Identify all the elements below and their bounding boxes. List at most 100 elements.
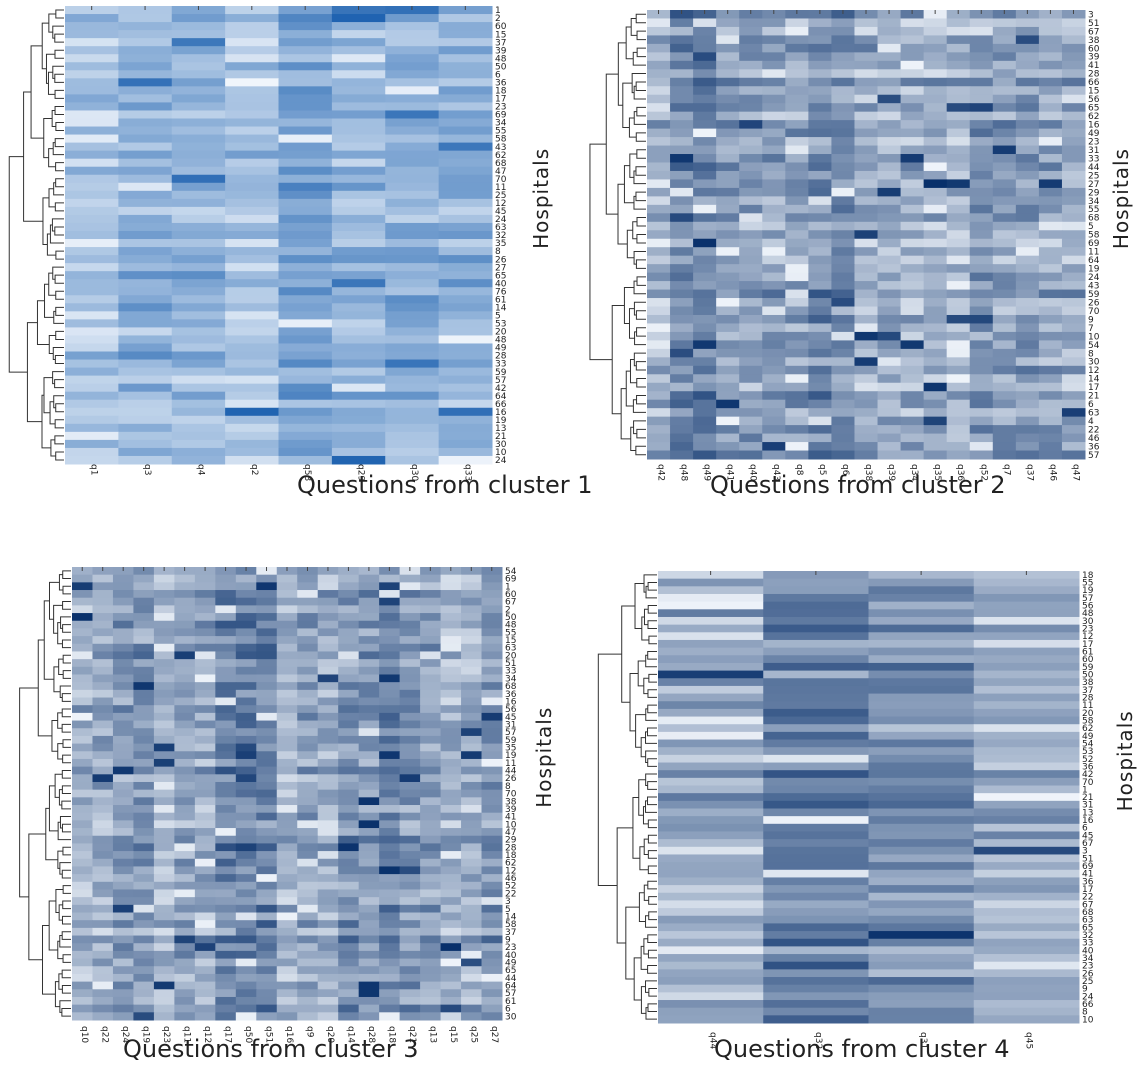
heatmap-cell <box>256 828 278 837</box>
heatmap-cell <box>379 613 401 622</box>
heatmap-cell <box>235 705 257 714</box>
heatmap-cell <box>992 120 1017 130</box>
heatmap-cell <box>358 781 380 791</box>
heatmap-cell <box>973 754 1080 764</box>
heatmap-cell <box>461 789 483 798</box>
heatmap-cell <box>174 697 196 706</box>
heatmap-cell <box>1038 26 1063 36</box>
heatmap-cell <box>112 805 134 814</box>
heatmap-cell <box>420 712 442 722</box>
heatmap-cell <box>440 935 462 944</box>
heatmap-cell <box>256 705 278 714</box>
heatmap-cell <box>171 431 226 441</box>
heatmap-cell <box>763 961 869 970</box>
heatmap-cell <box>762 230 786 240</box>
heatmap-cell <box>278 399 333 409</box>
heatmap-cell <box>133 789 155 798</box>
heatmap-cell <box>225 70 280 79</box>
row-tick-label: 31 <box>1088 146 1099 156</box>
heatmap-cell <box>808 348 832 358</box>
heatmap-cell <box>225 222 280 232</box>
dendrogram-branch <box>55 330 64 340</box>
row-tick-label: 39 <box>505 805 517 815</box>
heatmap-cell <box>670 289 694 299</box>
heatmap-cell <box>331 142 386 152</box>
heatmap-cell <box>174 966 196 975</box>
heatmap-cell <box>399 866 421 875</box>
heatmap-cell <box>785 391 809 401</box>
row-tick-label: 2 <box>505 605 511 615</box>
heatmap-cell <box>658 701 764 710</box>
heatmap-cell <box>1038 399 1063 409</box>
row-tick-label: 42 <box>1082 770 1093 780</box>
heatmap-cell <box>868 593 975 603</box>
heatmap-cell <box>992 264 1017 274</box>
heatmap-cell <box>763 609 869 618</box>
heatmap-cell <box>438 22 493 31</box>
dendrogram-branch <box>55 178 64 188</box>
heatmap-cell <box>693 69 717 79</box>
heatmap-cell <box>331 206 386 216</box>
heatmap-cell <box>923 145 948 155</box>
heatmap-cell <box>92 743 114 752</box>
heatmap-cell <box>338 751 360 760</box>
heatmap-cell <box>647 221 671 231</box>
heatmap-cell <box>969 94 994 104</box>
heatmap-cell <box>118 327 173 336</box>
heatmap-cell <box>739 10 763 19</box>
heatmap-cell <box>481 935 503 944</box>
heatmap-cell <box>992 154 1017 163</box>
heatmap-cell <box>739 281 763 291</box>
dendrogram-branch <box>53 604 63 634</box>
heatmap-cell <box>92 973 114 983</box>
dendrogram-branch <box>636 30 646 41</box>
heatmap-cell <box>225 295 280 304</box>
heatmap-cell <box>174 820 196 829</box>
heatmap-cell <box>831 196 855 206</box>
heatmap-cell <box>1015 391 1040 401</box>
heatmap-cell <box>946 111 971 121</box>
heatmap-cell <box>808 298 832 308</box>
heatmap-cell <box>693 281 717 291</box>
heatmap-cell <box>331 94 386 103</box>
heatmap-cell <box>763 800 869 809</box>
heatmap-cell <box>992 255 1017 265</box>
heatmap-cell <box>92 1004 114 1013</box>
heatmap-cell <box>481 881 503 890</box>
heatmap-cell <box>923 162 948 172</box>
column-tick-label: q11 <box>182 1026 192 1043</box>
heatmap-cell <box>358 651 380 660</box>
heatmap-cell <box>1061 289 1086 299</box>
heatmap-cell <box>946 26 971 36</box>
heatmap-cell <box>153 866 175 875</box>
heatmap-cell <box>481 812 503 821</box>
heatmap-cell <box>171 62 226 71</box>
row-tick-label: 6 <box>505 1005 511 1015</box>
heatmap-cell <box>65 22 119 31</box>
dendrogram-branch <box>635 191 646 202</box>
heatmap-cell <box>297 927 319 937</box>
heatmap-cell <box>215 943 237 952</box>
row-tick-label: 19 <box>495 416 507 426</box>
dendrogram-branch <box>633 280 646 295</box>
heatmap-cell <box>215 590 237 599</box>
heatmap-cell <box>1061 331 1086 341</box>
heatmap-cell <box>973 969 1080 978</box>
heatmap-cell <box>716 306 740 316</box>
heatmap-cell <box>420 927 442 937</box>
heatmap-cell <box>763 923 869 932</box>
dendrogram-branch <box>55 290 64 300</box>
heatmap-cell <box>338 828 360 837</box>
heatmap-cell <box>481 628 503 637</box>
heatmap-cell <box>174 851 196 860</box>
heatmap-cell <box>923 103 948 113</box>
heatmap-cell <box>693 289 717 299</box>
column-tick-label: q12 <box>202 1026 212 1043</box>
row-tick-label: 16 <box>1082 816 1094 826</box>
column-tick-label: q25 <box>468 1026 478 1043</box>
heatmap-panel-cluster-3: 5469160672504855156320513334683616564531… <box>19 567 556 1063</box>
heatmap-cell <box>194 674 216 683</box>
heatmap-cell <box>670 306 694 316</box>
heatmap-cell <box>385 399 440 409</box>
heatmap-cell <box>854 69 879 79</box>
